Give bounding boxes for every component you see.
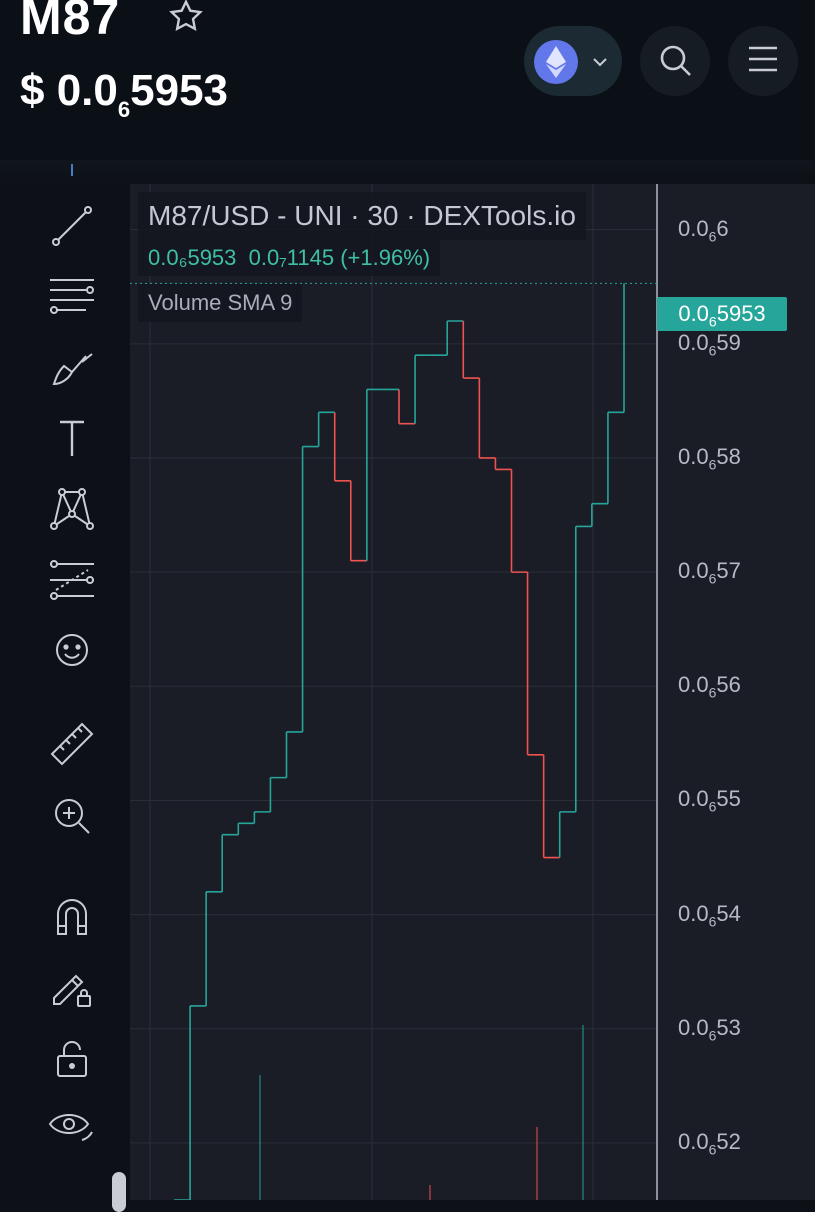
emoji-icon [56, 634, 88, 666]
menu-button[interactable] [728, 26, 798, 96]
price-prefix: $ 0.0 [20, 66, 118, 115]
menu-icon [749, 46, 777, 72]
chevron-down-icon [593, 58, 607, 67]
current-price-tag: 0.065953 [657, 297, 787, 331]
visibility-tool[interactable] [40, 1098, 104, 1154]
pattern-icon [50, 488, 94, 530]
price-suffix: 5953 [130, 66, 229, 115]
y-axis-tick-label: 0.0659 [678, 329, 741, 359]
search-icon [660, 45, 691, 76]
trend-line-tool[interactable] [40, 196, 104, 252]
y-axis-tick-label: 0.0654 [678, 900, 741, 929]
lock-drawings-tool[interactable] [40, 958, 104, 1014]
ethereum-icon [534, 40, 578, 84]
chart-legend-title: M87/USD - UNI · 30 · DEXTools.io [138, 192, 586, 240]
legend-price: 0.0₆5953 [148, 245, 237, 270]
trend-line-icon [52, 206, 92, 246]
unlock-icon [57, 1041, 87, 1077]
scroll-indicator [71, 164, 73, 176]
horizontal-lines-icon [50, 279, 94, 314]
unlock-tool[interactable] [40, 1030, 104, 1086]
token-price: $ 0.065953 [20, 66, 229, 122]
chart-legend-indicator[interactable]: Volume SMA 9 [138, 284, 303, 322]
brush-tool[interactable] [40, 340, 104, 396]
text-tool[interactable] [40, 410, 104, 466]
legend-change: 0.0₇1145 (+1.96%) [248, 245, 431, 270]
chart-canvas[interactable] [130, 184, 815, 1200]
price-subscript: 6 [117, 97, 131, 122]
horizontal-lines-tool[interactable] [40, 268, 104, 324]
scroll-handle[interactable] [112, 1172, 126, 1212]
text-icon [60, 420, 84, 456]
star-icon[interactable] [168, 0, 204, 34]
magnet-icon [57, 899, 87, 935]
y-axis-tick-label: 0.0657 [678, 558, 741, 587]
chain-selector[interactable] [524, 26, 622, 96]
ruler-icon [50, 722, 94, 766]
y-axis-tick-label: 0.0656 [678, 672, 741, 701]
eye-icon [48, 1114, 93, 1141]
y-axis-tick-label: 0.066 [678, 215, 729, 245]
fib-icon [50, 560, 94, 600]
drawing-toolbar [0, 184, 130, 1200]
header-divider [0, 160, 815, 184]
y-axis-tick-label: 0.0655 [678, 786, 741, 815]
chart-legend-values: 0.0₆5953 0.0₇1145 (+1.96%) [138, 240, 441, 276]
y-axis-tick-label: 0.0658 [678, 443, 741, 473]
zoom-in-icon [55, 799, 90, 834]
magnet-tool[interactable] [40, 888, 104, 944]
lock-draw-icon [53, 974, 91, 1007]
search-button[interactable] [640, 26, 710, 96]
brush-icon [52, 353, 93, 386]
y-axis-tick-label: 0.0652 [678, 1128, 741, 1158]
pattern-tool[interactable] [40, 480, 104, 536]
emoji-tool[interactable] [40, 622, 104, 678]
y-axis-tick-label: 0.0653 [678, 1014, 741, 1044]
token-name: M87 [20, 0, 121, 45]
ruler-tool[interactable] [40, 716, 104, 772]
token-header: M87 $ 0.065953 [0, 0, 815, 160]
zoom-in-tool[interactable] [40, 788, 104, 844]
fib-tool[interactable] [40, 552, 104, 608]
price-chart[interactable]: M87/USD - UNI · 30 · DEXTools.io 0.0₆595… [130, 184, 815, 1200]
